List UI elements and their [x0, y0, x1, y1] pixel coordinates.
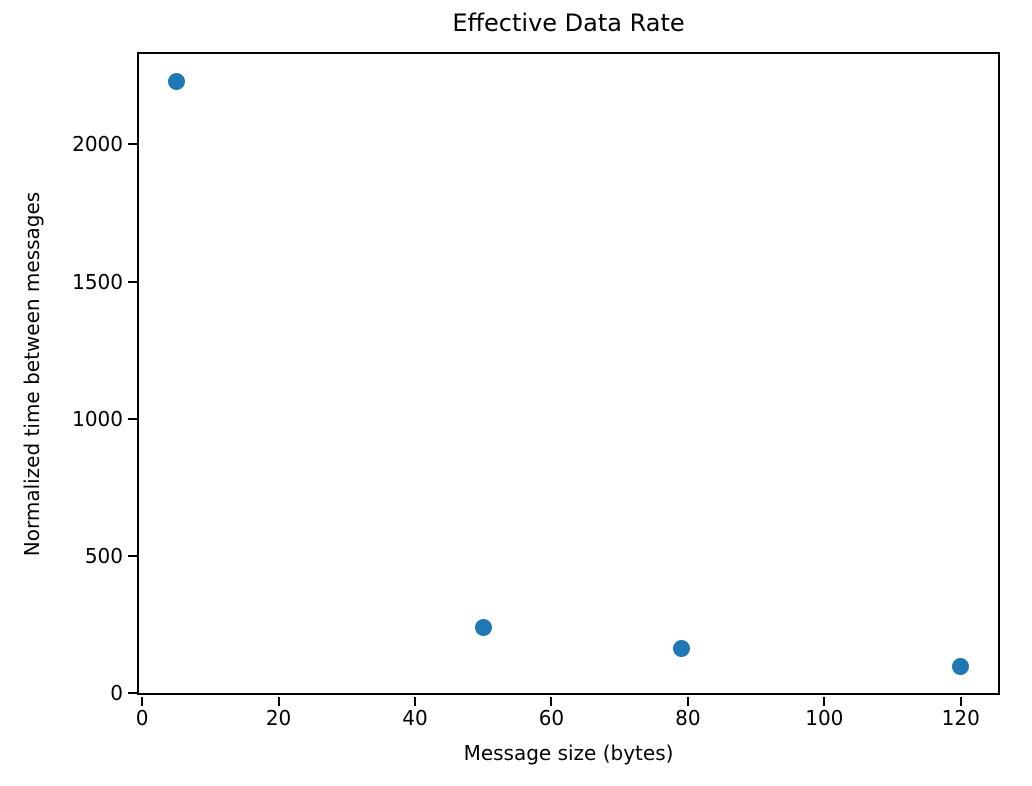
y-axis-label: Normalized time between messages: [20, 191, 44, 557]
y-tick-label: 0: [110, 681, 123, 706]
y-tick-mark: [128, 692, 137, 695]
x-tick-label: 40: [402, 706, 428, 730]
x-tick-label: 20: [265, 706, 292, 730]
chart-title: Effective Data Rate: [452, 9, 685, 37]
x-tick-mark: [414, 697, 416, 706]
x-tick-mark: [277, 697, 280, 706]
y-tick-mark: [128, 417, 137, 420]
x-tick-mark: [686, 697, 689, 706]
data-point: [952, 657, 970, 675]
y-tick-mark: [128, 143, 137, 146]
x-tick-mark: [959, 697, 962, 706]
data-point: [167, 72, 185, 90]
x-tick-label: 0: [135, 706, 149, 730]
x-tick-label: 60: [538, 706, 565, 730]
y-tick-label: 2000: [72, 132, 123, 157]
x-tick-mark: [550, 697, 553, 706]
y-tick-label: 500: [84, 543, 123, 568]
x-tick-label: 80: [675, 706, 701, 730]
x-tick-mark: [141, 697, 144, 706]
x-tick-mark: [823, 697, 826, 706]
y-tick-mark: [128, 554, 137, 557]
y-tick-label: 1500: [72, 269, 123, 294]
data-point: [474, 618, 492, 636]
x-tick-label: 120: [941, 706, 980, 730]
plot-area: [137, 52, 1000, 695]
y-tick-label: 1000: [72, 406, 123, 431]
x-axis-label: Message size (bytes): [463, 741, 674, 765]
data-point: [672, 639, 690, 657]
x-tick-label: 100: [805, 706, 844, 730]
y-tick-mark: [128, 280, 137, 283]
